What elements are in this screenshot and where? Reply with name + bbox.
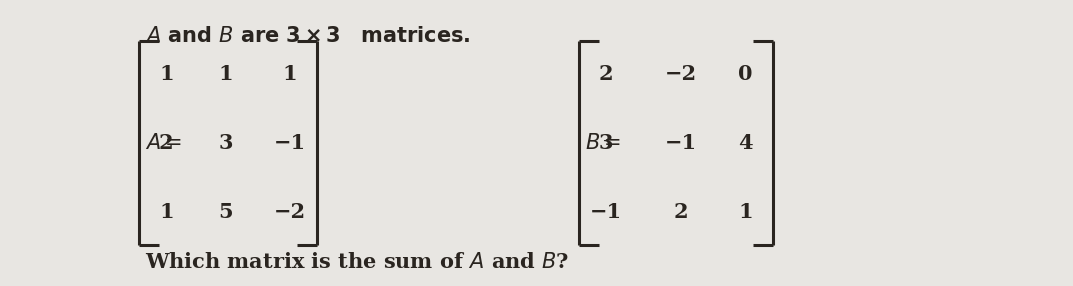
Text: 1: 1 [159,64,174,84]
Text: Which matrix is the sum of $\mathit{A}$ and $\mathit{B}$?: Which matrix is the sum of $\mathit{A}$ … [145,252,569,272]
Text: 1: 1 [159,202,174,222]
Text: −1: −1 [590,202,622,222]
Text: 3: 3 [599,133,614,153]
Text: 5: 5 [218,202,233,222]
Text: −1: −1 [665,133,697,153]
Text: 2: 2 [159,133,174,153]
Text: 1: 1 [738,202,753,222]
Text: 1: 1 [218,64,233,84]
Text: 3: 3 [218,133,233,153]
Text: 0: 0 [738,64,753,84]
Text: −2: −2 [665,64,697,84]
Text: 1: 1 [282,64,297,84]
Text: $\mathit{A}=$: $\mathit{A}=$ [145,133,181,153]
Text: 4: 4 [738,133,753,153]
Text: −2: −2 [274,202,306,222]
Text: $\mathit{A}$ $\mathbf{and}$ $\mathit{B}$ $\mathbf{are\ 3 \times 3\ \ \ matrices.: $\mathit{A}$ $\mathbf{and}$ $\mathit{B}$… [145,26,471,46]
Text: −1: −1 [274,133,306,153]
Text: $\mathit{B}=$: $\mathit{B}=$ [585,133,620,153]
Text: 2: 2 [599,64,614,84]
Text: 2: 2 [674,202,689,222]
